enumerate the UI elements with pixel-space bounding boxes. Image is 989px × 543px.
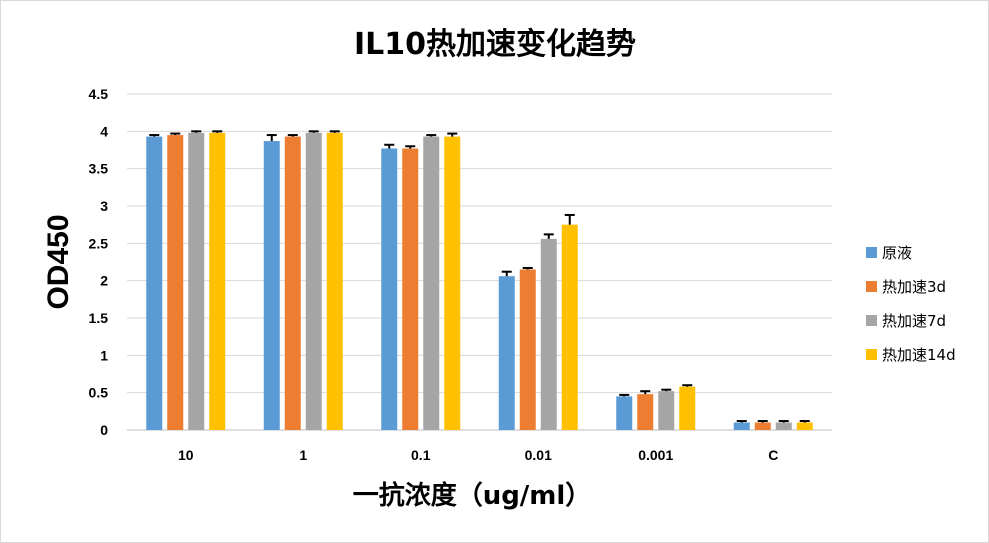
x-axis-label: 一抗浓度（ug/ml） bbox=[353, 480, 592, 511]
legend-label: 热加速14d bbox=[882, 346, 956, 364]
y-tick-label: 1 bbox=[100, 347, 108, 363]
bar bbox=[284, 136, 301, 430]
bar bbox=[498, 276, 515, 430]
bars bbox=[146, 130, 813, 431]
x-tick-label: 0.001 bbox=[638, 447, 673, 463]
y-tick-label: 3.5 bbox=[89, 161, 109, 177]
x-axis-ticks: 10 1 0.1 0.01 0.001 C bbox=[178, 447, 778, 463]
bar bbox=[305, 132, 322, 430]
legend-label: 热加速3d bbox=[882, 278, 946, 296]
bar bbox=[263, 141, 280, 431]
x-tick-label: 10 bbox=[178, 447, 194, 463]
bar bbox=[561, 224, 578, 430]
bar bbox=[326, 132, 343, 430]
bar bbox=[733, 422, 750, 430]
bar bbox=[540, 238, 557, 430]
bar bbox=[146, 136, 163, 430]
x-tick-label: 1 bbox=[299, 447, 307, 463]
bar bbox=[444, 136, 461, 430]
legend-swatch bbox=[866, 349, 877, 360]
bar bbox=[209, 132, 226, 430]
bar bbox=[519, 269, 536, 430]
legend-swatch bbox=[866, 281, 877, 292]
bar bbox=[679, 386, 696, 430]
bar bbox=[616, 396, 633, 430]
bar bbox=[796, 422, 813, 430]
y-tick-label: 0 bbox=[100, 422, 108, 438]
y-tick-label: 0.5 bbox=[89, 385, 109, 401]
bar bbox=[167, 135, 184, 431]
bar bbox=[381, 148, 398, 431]
legend-swatch bbox=[866, 247, 877, 258]
legend-swatch bbox=[866, 315, 877, 326]
x-tick-label: 0.1 bbox=[411, 447, 431, 463]
bar bbox=[637, 394, 654, 430]
bar bbox=[775, 422, 792, 430]
y-axis-label: OD450 bbox=[42, 214, 75, 309]
bar bbox=[402, 148, 419, 431]
y-axis-ticks: 0 0.5 1 1.5 2 2.5 3 3.5 4 4.5 bbox=[89, 86, 109, 438]
y-tick-label: 4.5 bbox=[89, 86, 109, 102]
legend-label: 热加速7d bbox=[882, 312, 946, 330]
y-tick-label: 1.5 bbox=[89, 310, 109, 326]
bar bbox=[188, 132, 205, 430]
bar bbox=[423, 136, 440, 430]
chart-title: IL10热加速变化趋势 bbox=[354, 27, 636, 62]
x-tick-label: C bbox=[768, 447, 778, 463]
y-tick-label: 2 bbox=[100, 273, 108, 289]
bar bbox=[754, 422, 771, 430]
y-tick-label: 3 bbox=[100, 198, 108, 214]
y-tick-label: 2.5 bbox=[89, 235, 109, 251]
legend-label: 原液 bbox=[882, 244, 912, 262]
gridlines bbox=[127, 93, 832, 431]
bar bbox=[658, 391, 675, 430]
x-tick-label: 0.01 bbox=[525, 447, 552, 463]
y-tick-label: 4 bbox=[100, 123, 108, 139]
